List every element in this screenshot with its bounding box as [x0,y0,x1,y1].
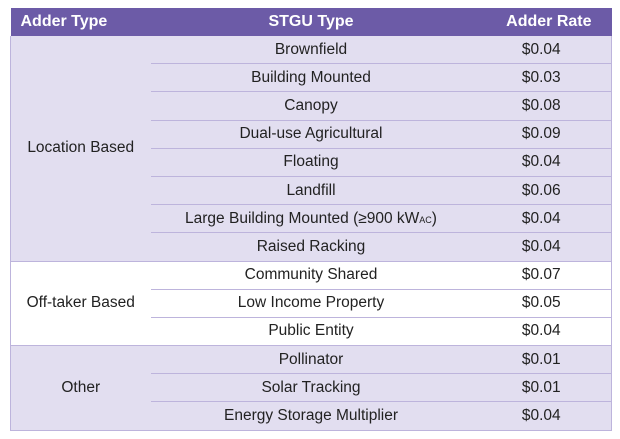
adder-rate-cell: $0.09 [471,120,612,149]
table-row: Dual-use Agricultural $0.09 [11,120,612,149]
table-row: Large Building Mounted (≥900 kWAC) $0.04 [11,204,612,234]
adder-type-cell: Other [10,345,151,431]
table-row: Raised Racking $0.04 [11,232,612,262]
stgu-type-cell: Community Shared [150,261,472,290]
header-adder-type: Adder Type [10,8,151,36]
adder-rate-cell: $0.04 [471,317,612,347]
stgu-type-cell: Large Building Mounted (≥900 kWAC) [150,204,472,234]
table-row: Floating $0.04 [11,148,612,177]
adder-rate-cell: $0.04 [471,232,612,262]
stgu-type-cell: Raised Racking [150,232,472,262]
adder-rate-cell: $0.01 [471,345,612,375]
stgu-type-cell: Dual-use Agricultural [150,120,472,149]
adder-rate-cell: $0.07 [471,261,612,290]
adder-rate-cell: $0.01 [471,373,612,403]
adder-type-cell: Location Based [10,36,151,262]
table-row: Other Pollinator $0.01 [10,345,612,431]
header-row: Adder Type STGU Type Adder Rate [10,8,612,36]
adder-rate-cell: $0.05 [471,289,612,318]
stgu-type-cell: Low Income Property [150,289,472,318]
table-row: Landfill $0.06 [11,176,612,206]
stgu-type-cell: Floating [150,148,472,177]
adder-type-cell: Off-taker Based [10,261,151,347]
adder-rate-table: Adder Type STGU Type Adder Rate Location… [10,8,612,431]
table-row: Location Based Brownfield $0.04 [10,36,612,262]
table-row: Low Income Property $0.05 [11,289,612,318]
table-row: Canopy $0.08 [11,91,612,121]
adder-rate-cell: $0.04 [471,148,612,177]
table-row: Off-taker Based Community Shared $0.07 [10,261,612,347]
stgu-type-cell: Building Mounted [150,63,472,93]
stgu-type-cell: Energy Storage Multiplier [150,401,472,431]
header-adder-rate: Adder Rate [471,8,612,36]
stgu-text-tail: ) [431,209,437,227]
stgu-type-cell: Canopy [150,91,472,121]
stgu-type-cell: Pollinator [150,345,472,375]
stgu-text: Large Building Mounted (≥900 kW [185,209,420,227]
header-stgu-type: STGU Type [150,8,472,36]
table-row: Solar Tracking $0.01 [11,373,612,403]
table-row: Building Mounted $0.03 [11,63,612,93]
stgu-type-cell: Landfill [150,176,472,206]
stgu-type-cell: Solar Tracking [150,373,472,403]
adder-rate-cell: $0.04 [471,401,612,431]
adder-rate-cell: $0.04 [471,36,612,65]
stgu-type-cell: Brownfield [150,36,472,65]
adder-rate-cell: $0.04 [471,204,612,234]
stgu-subscript: AC [419,214,432,225]
table-row: Energy Storage Multiplier $0.04 [11,401,612,431]
stgu-type-cell: Public Entity [150,317,472,347]
adder-rate-cell: $0.06 [471,176,612,206]
adder-rate-cell: $0.08 [471,91,612,121]
table-row: Public Entity $0.04 [11,317,612,347]
adder-rate-cell: $0.03 [471,63,612,93]
